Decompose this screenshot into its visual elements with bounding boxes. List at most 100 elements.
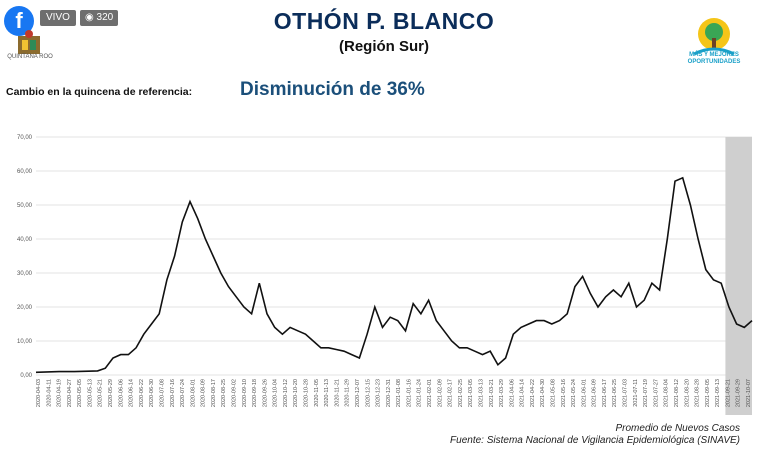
x-tick-label: 2021-08-28 bbox=[695, 379, 701, 407]
x-tick-label: 2020-09-26 bbox=[262, 379, 268, 407]
x-tick-label: 2021-10-07 bbox=[746, 379, 752, 407]
x-axis: 2020-04-03 2020-04-11 2020-04-19 2020-04-27… bbox=[36, 379, 752, 407]
x-tick-label: 2020-11-21 bbox=[334, 379, 340, 407]
x-tick-label: 2020-06-22 bbox=[139, 379, 145, 407]
chart-grid bbox=[36, 136, 752, 376]
chart-footer-source: Fuente: Sistema Nacional de Vigilancia E… bbox=[450, 435, 740, 446]
x-tick-label: 2021-08-04 bbox=[664, 379, 670, 407]
x-tick-label: 2020-10-04 bbox=[273, 379, 279, 407]
eye-icon: ◉ bbox=[85, 12, 94, 23]
x-tick-label: 2021-02-09 bbox=[437, 379, 443, 407]
x-tick-label: 2021-01-16 bbox=[406, 379, 412, 407]
x-tick-label: 2021-09-29 bbox=[736, 379, 742, 407]
chart-footer-legend: Promedio de Nuevos Casos bbox=[615, 423, 740, 434]
x-tick-label: 2021-03-29 bbox=[499, 379, 505, 407]
x-tick-label: 2020-08-25 bbox=[221, 379, 227, 407]
x-tick-label: 2020-12-07 bbox=[355, 379, 361, 407]
x-tick-label: 2021-08-20 bbox=[684, 379, 690, 407]
y-axis: 0,00 10,00 20,00 30,00 40,00 50,00 60,00 70,00 bbox=[17, 135, 33, 379]
x-tick-label: 2021-07-03 bbox=[623, 379, 629, 407]
x-tick-label: 2020-08-09 bbox=[201, 379, 207, 407]
y-tick-label: 60,00 bbox=[17, 169, 33, 175]
government-logo bbox=[693, 18, 735, 56]
x-tick-label: 2021-09-13 bbox=[715, 379, 721, 407]
x-tick-label: 2020-10-12 bbox=[283, 379, 289, 407]
x-tick-label: 2020-04-19 bbox=[57, 379, 63, 407]
x-tick-label: 2021-05-24 bbox=[571, 379, 577, 407]
x-tick-label: 2021-02-17 bbox=[448, 379, 454, 407]
page-title: OTHÓN P. BLANCO bbox=[273, 8, 495, 34]
x-tick-label: 2021-04-22 bbox=[530, 379, 536, 407]
x-tick-label: 2020-05-29 bbox=[108, 379, 114, 407]
x-tick-label: 2020-04-03 bbox=[36, 379, 42, 407]
x-tick-label: 2021-02-01 bbox=[427, 379, 433, 407]
live-badge: VIVO bbox=[40, 10, 76, 26]
y-tick-label: 50,00 bbox=[17, 203, 33, 209]
cases-line-chart: 0,0010,0020,0030,0040,0050,0060,0070,00 … bbox=[17, 135, 753, 415]
x-tick-label: 2021-08-12 bbox=[674, 379, 680, 407]
x-tick-label: 2020-12-23 bbox=[376, 379, 382, 407]
y-tick-label: 70,00 bbox=[17, 135, 33, 141]
facebook-icon[interactable]: f bbox=[4, 6, 34, 36]
x-tick-label: 2020-10-28 bbox=[304, 379, 310, 407]
x-tick-label: 2021-06-17 bbox=[602, 379, 608, 407]
x-tick-label: 2020-08-01 bbox=[190, 379, 196, 407]
x-tick-label: 2020-05-13 bbox=[87, 379, 93, 407]
x-tick-label: 2020-12-31 bbox=[386, 379, 392, 407]
change-value: Disminución de 36% bbox=[240, 79, 425, 100]
x-tick-label: 2021-01-08 bbox=[396, 379, 402, 407]
x-tick-label: 2021-09-21 bbox=[725, 379, 731, 407]
x-tick-label: 2020-07-16 bbox=[170, 379, 176, 407]
x-tick-label: 2020-06-30 bbox=[149, 379, 155, 407]
x-tick-label: 2020-08-17 bbox=[211, 379, 217, 407]
x-tick-label: 2020-11-29 bbox=[345, 379, 351, 407]
page-subtitle: (Región Sur) bbox=[339, 38, 429, 55]
x-tick-label: 2021-03-21 bbox=[489, 379, 495, 407]
state-name-label: QUINTANA ROO bbox=[7, 54, 53, 60]
x-tick-label: 2020-11-13 bbox=[324, 379, 330, 407]
x-tick-label: 2021-06-01 bbox=[581, 379, 587, 407]
x-tick-label: 2021-04-14 bbox=[520, 379, 526, 407]
x-tick-label: 2020-04-27 bbox=[67, 379, 73, 407]
x-tick-label: 2020-06-06 bbox=[118, 379, 124, 407]
x-tick-label: 2021-09-05 bbox=[705, 379, 711, 407]
viewers-count-badge: ◉ 320 bbox=[80, 10, 119, 26]
y-tick-label: 30,00 bbox=[17, 271, 33, 277]
x-tick-label: 2020-11-05 bbox=[314, 379, 320, 407]
x-tick-label: 2020-07-08 bbox=[159, 379, 165, 407]
x-tick-label: 2021-05-16 bbox=[561, 379, 567, 407]
x-tick-label: 2020-09-02 bbox=[232, 379, 238, 407]
x-tick-label: 2020-05-21 bbox=[98, 379, 104, 407]
x-tick-label: 2021-04-30 bbox=[540, 379, 546, 407]
x-tick-label: 2021-01-24 bbox=[417, 379, 423, 407]
x-tick-label: 2021-06-09 bbox=[592, 379, 598, 407]
y-tick-label: 10,00 bbox=[17, 339, 33, 345]
x-tick-label: 2021-07-19 bbox=[643, 379, 649, 407]
chart-shaded-region bbox=[725, 137, 752, 415]
x-tick-label: 2020-04-11 bbox=[46, 379, 52, 407]
x-tick-label: 2020-05-05 bbox=[77, 379, 83, 407]
viewers-count: 320 bbox=[96, 12, 114, 23]
x-tick-label: 2020-09-18 bbox=[252, 379, 258, 407]
x-tick-label: 2021-02-25 bbox=[458, 379, 464, 407]
x-tick-label: 2020-10-20 bbox=[293, 379, 299, 407]
y-tick-label: 40,00 bbox=[17, 237, 33, 243]
x-tick-label: 2020-06-14 bbox=[129, 379, 135, 407]
x-tick-label: 2020-12-15 bbox=[365, 379, 371, 407]
new-cases-series-line bbox=[35, 176, 753, 374]
x-tick-label: 2021-07-27 bbox=[653, 379, 659, 407]
government-logo-text: MÁS Y MEJORES OPORTUNIDADES bbox=[687, 52, 741, 65]
x-tick-label: 2021-07-11 bbox=[633, 379, 639, 407]
x-tick-label: 2020-09-10 bbox=[242, 379, 248, 407]
x-tick-label: 2021-05-08 bbox=[550, 379, 556, 407]
x-tick-label: 2021-06-25 bbox=[612, 379, 618, 407]
x-tick-label: 2021-03-05 bbox=[468, 379, 474, 407]
x-tick-label: 2020-07-24 bbox=[180, 379, 186, 407]
quintana-roo-logo bbox=[18, 30, 40, 54]
x-tick-label: 2021-03-13 bbox=[478, 379, 484, 407]
x-tick-label: 2021-04-06 bbox=[509, 379, 515, 407]
change-label: Cambio en la quincena de referencia: bbox=[6, 86, 193, 98]
y-tick-label: 0,00 bbox=[20, 373, 32, 379]
y-tick-label: 20,00 bbox=[17, 305, 33, 311]
shaded-recent-period bbox=[725, 137, 752, 415]
